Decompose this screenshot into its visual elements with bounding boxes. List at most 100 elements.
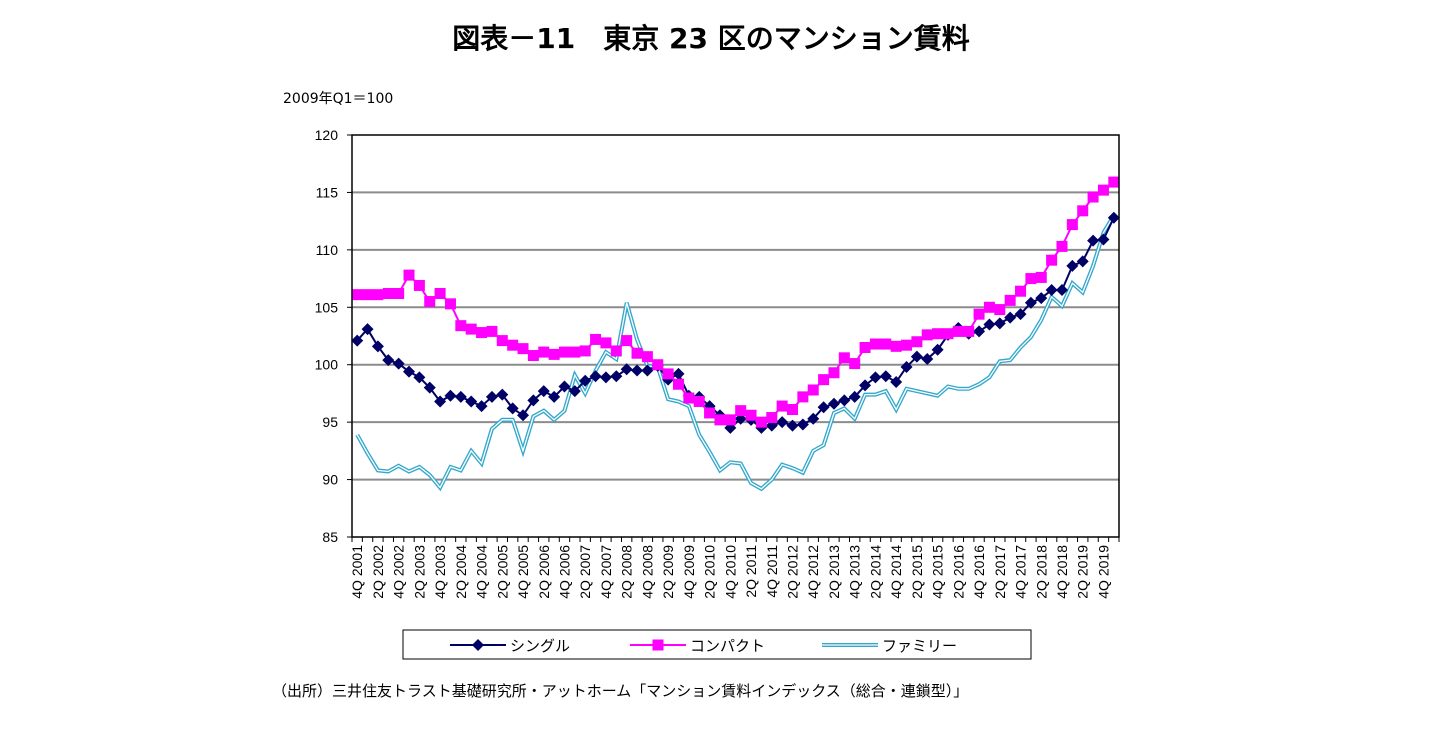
data-point <box>859 341 871 353</box>
data-point <box>641 351 653 363</box>
legend-item: シングル <box>450 637 570 655</box>
data-point <box>620 363 633 376</box>
x-tick-label: 4Q 2019 <box>1095 545 1111 599</box>
data-point <box>776 400 788 412</box>
data-point <box>693 395 705 407</box>
data-point <box>610 370 623 383</box>
y-tick-label: 105 <box>315 299 339 315</box>
data-point <box>424 296 436 308</box>
x-tick-label: 4Q 2007 <box>598 545 614 599</box>
data-point <box>465 395 478 408</box>
data-point <box>901 339 913 351</box>
y-axis-ticks: 85 90 95 100 105 110 115 120 <box>315 127 352 545</box>
x-tick-label: 2Q 2014 <box>867 545 883 599</box>
data-point <box>423 381 436 394</box>
x-tick-label: 4Q 2009 <box>681 545 697 599</box>
data-point <box>517 409 530 422</box>
series-line-inner <box>356 215 1115 490</box>
data-point <box>444 298 456 310</box>
data-point <box>538 346 550 358</box>
data-point <box>621 335 633 347</box>
data-point <box>890 375 903 388</box>
data-point <box>838 352 850 364</box>
data-point <box>392 357 405 370</box>
data-point <box>993 317 1006 330</box>
data-point <box>496 335 508 347</box>
data-point <box>869 371 882 384</box>
data-point <box>548 390 561 403</box>
x-tick-label: 4Q 2003 <box>432 545 448 599</box>
data-point <box>403 365 416 378</box>
series-line <box>357 181 1115 424</box>
x-tick-label: 4Q 2015 <box>930 545 946 599</box>
data-point <box>1004 311 1017 324</box>
data-point <box>973 308 985 320</box>
data-point <box>1056 240 1068 252</box>
data-point <box>393 288 405 300</box>
data-point <box>683 392 695 404</box>
data-point <box>755 416 767 428</box>
data-point <box>807 412 820 425</box>
data-point <box>1046 254 1058 266</box>
data-point <box>465 323 477 335</box>
data-point <box>496 388 509 401</box>
x-tick-label: 2Q 2011 <box>743 545 759 598</box>
data-point <box>507 339 519 351</box>
data-point <box>382 354 395 367</box>
data-point <box>983 318 996 331</box>
data-point <box>838 394 851 407</box>
chart-title: 図表－11 東京 23 区のマンション賃料 <box>452 22 969 55</box>
data-point <box>797 391 809 403</box>
data-point <box>931 343 944 356</box>
data-point <box>631 364 644 377</box>
data-point <box>1066 259 1079 272</box>
data-point <box>372 289 384 301</box>
data-point <box>527 394 540 407</box>
data-point <box>1014 308 1027 321</box>
x-tick-label: 4Q 2011 <box>764 545 780 598</box>
data-point <box>787 404 799 416</box>
y-tick-label: 85 <box>322 529 338 545</box>
data-point <box>548 348 560 360</box>
data-point <box>910 350 923 363</box>
data-point <box>1107 211 1120 224</box>
x-tick-label: 2Q 2007 <box>577 545 593 599</box>
x-tick-label: 4Q 2017 <box>1013 545 1029 599</box>
data-point <box>786 419 799 432</box>
data-point <box>600 337 612 349</box>
data-point <box>911 336 923 348</box>
x-tick-label: 4Q 2008 <box>639 545 655 599</box>
data-point <box>610 345 622 357</box>
x-tick-label: 2Q 2012 <box>785 545 801 599</box>
data-point <box>403 269 415 281</box>
y-tick-label: 100 <box>315 357 339 373</box>
data-point <box>849 358 861 370</box>
legend-label: シングル <box>510 637 570 655</box>
data-point <box>382 288 394 300</box>
x-tick-label: 4Q 2014 <box>888 545 904 599</box>
legend-item: ファミリー <box>822 637 957 655</box>
data-point <box>973 325 986 338</box>
data-point <box>537 385 550 398</box>
data-point <box>579 374 592 387</box>
data-point <box>434 288 446 300</box>
data-point <box>672 367 685 380</box>
x-tick-label: 4Q 2016 <box>971 545 987 599</box>
data-point <box>1108 176 1120 188</box>
x-tick-label: 4Q 2010 <box>722 545 738 599</box>
data-point <box>828 367 840 379</box>
x-tick-label: 2Q 2017 <box>992 545 1008 599</box>
x-tick-label: 4Q 2002 <box>391 545 407 599</box>
data-point <box>485 390 498 403</box>
legend-marker <box>652 639 664 651</box>
data-point <box>766 412 778 424</box>
data-point <box>1015 285 1027 297</box>
data-point <box>859 379 872 392</box>
data-point <box>434 395 447 408</box>
data-point <box>963 325 975 337</box>
y-tick-label: 120 <box>315 127 339 143</box>
data-point <box>704 407 716 419</box>
data-point <box>454 390 467 403</box>
data-point <box>371 340 384 353</box>
data-point <box>827 397 840 410</box>
